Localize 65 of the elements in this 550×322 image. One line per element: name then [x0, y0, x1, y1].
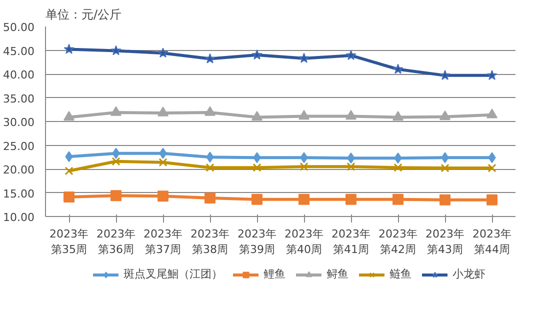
point — [252, 110, 262, 121]
point — [64, 44, 74, 54]
x-tick-label: 2023年第42周 — [378, 228, 418, 256]
y-tick-label: 10.00 — [3, 211, 35, 224]
point — [252, 163, 262, 172]
y-tick-label: 15.00 — [3, 187, 35, 200]
point — [110, 45, 122, 56]
legend-label: 斑点叉尾鮰（江团） — [124, 266, 222, 282]
legend-label: 鲟鱼 — [326, 266, 348, 282]
point — [204, 192, 216, 204]
point — [64, 166, 74, 176]
point — [346, 162, 356, 171]
legend-label: 鲢鱼 — [390, 266, 412, 282]
x-tick-label: 2023年第43周 — [426, 228, 465, 256]
point — [110, 190, 122, 202]
y-tick-label: 40.00 — [3, 68, 35, 82]
y-tick-label: 35.00 — [3, 92, 35, 106]
point — [440, 194, 450, 206]
point — [486, 108, 498, 118]
x-tick-label: 2023年第35周 — [50, 228, 89, 256]
chart-title: 单位：元/公斤 — [46, 8, 122, 22]
point — [112, 157, 120, 166]
x-tick-label: 2023年第44周 — [472, 228, 512, 256]
y-tick-label: 50.00 — [3, 21, 35, 34]
point — [252, 50, 262, 60]
point — [206, 163, 214, 172]
point — [486, 70, 498, 80]
point — [298, 194, 310, 205]
point — [158, 106, 168, 116]
y-tick-label: 25.00 — [3, 140, 35, 153]
point — [110, 106, 122, 116]
point — [64, 110, 74, 121]
point — [298, 52, 310, 63]
x-tick-label: 2023年第36周 — [96, 228, 136, 256]
point — [158, 190, 168, 202]
point — [204, 53, 216, 64]
point — [440, 70, 450, 80]
point — [300, 162, 308, 171]
point — [346, 194, 356, 205]
y-tick-label: 45.00 — [3, 44, 35, 58]
point — [204, 106, 216, 116]
point — [486, 194, 498, 206]
point — [392, 194, 404, 205]
x-tick-label: 2023年第40周 — [284, 228, 324, 256]
point — [488, 164, 496, 172]
point — [440, 164, 450, 172]
point — [64, 192, 74, 203]
x-tick-label: 2023年第39周 — [238, 228, 277, 256]
x-tick-label: 2023年第37周 — [144, 228, 183, 256]
y-tick-label: 20.00 — [3, 164, 35, 176]
x-tick-label: 2023年第41周 — [332, 228, 371, 256]
point — [392, 110, 404, 121]
point — [346, 50, 356, 60]
point — [158, 158, 168, 167]
point — [252, 194, 262, 205]
legend-label: 鲤鱼 — [264, 266, 286, 282]
point — [392, 64, 404, 74]
point — [346, 110, 356, 120]
point — [394, 163, 402, 172]
point — [158, 48, 168, 58]
point — [298, 110, 310, 120]
point — [440, 110, 450, 120]
y-tick-label: 30.00 — [3, 116, 35, 129]
x-tick-label: 2023年第38周 — [190, 228, 230, 256]
legend-label: 小龙虾 — [452, 266, 486, 282]
